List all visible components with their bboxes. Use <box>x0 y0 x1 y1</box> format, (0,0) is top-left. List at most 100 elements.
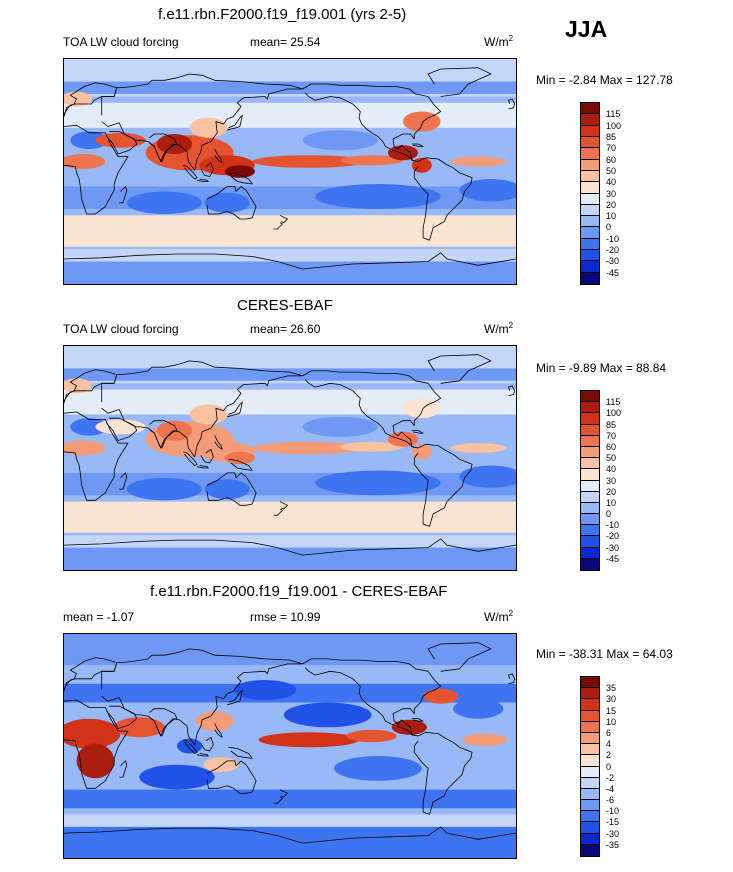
panel-1-colorbar <box>580 102 600 285</box>
colorbar-tick-label: 4 <box>606 739 612 750</box>
colorbar-tick-label: -30 <box>606 256 620 267</box>
colorbar-segment <box>581 491 599 503</box>
colorbar-segment <box>581 458 599 470</box>
coastline <box>149 420 178 449</box>
colorbar-tick-label: 115 <box>606 109 621 120</box>
coastline <box>200 162 214 177</box>
coastline <box>411 430 424 434</box>
coastlines <box>64 354 516 556</box>
coastline <box>64 124 129 215</box>
panel-2-units: W/m2 <box>484 321 514 337</box>
panel-1-left-label: TOA LW cloud forcing <box>63 35 179 49</box>
season-label: JJA <box>565 16 608 42</box>
colorbar-tick-label: 70 <box>606 430 617 441</box>
coastline <box>197 178 209 182</box>
colorbar-segment <box>581 833 599 845</box>
panel-3-minmax: Min = -38.31 Max = 64.03 <box>536 647 673 661</box>
colorbar-tick-label: 20 <box>606 199 617 210</box>
colorbar-tick-label: 40 <box>606 464 617 475</box>
coastline <box>508 98 516 110</box>
colorbar-tick-label: 20 <box>606 486 617 497</box>
colorbar-segment <box>581 525 599 537</box>
coastline <box>413 443 473 527</box>
coastline <box>273 508 283 516</box>
panel-2-title: CERES-EBAF <box>237 297 333 314</box>
colorbar-segment <box>581 204 599 217</box>
map-obs <box>64 346 516 570</box>
coastline <box>183 164 198 180</box>
colorbar-tick-label: -6 <box>606 795 615 806</box>
map-model <box>64 59 516 284</box>
map-field <box>64 346 516 570</box>
coastline <box>273 796 283 804</box>
coastline <box>64 699 129 789</box>
coastline <box>427 642 492 672</box>
colorbar-tick-label: 85 <box>606 131 617 142</box>
coastline <box>119 760 128 778</box>
colorbar-segment <box>581 435 599 447</box>
colorbar-tick-label: 0 <box>606 222 612 233</box>
colorbar-tick-label: 100 <box>606 120 622 131</box>
coastline <box>106 705 138 729</box>
coastline <box>183 739 198 754</box>
coastline <box>279 214 288 224</box>
colorbar-segment <box>581 480 599 492</box>
coastline <box>228 746 253 759</box>
colorbar-tick-label: 70 <box>606 143 617 154</box>
colorbar-tick-label: -45 <box>606 267 620 278</box>
colorbar-segment <box>581 446 599 459</box>
colorbar-tick-label: 115 <box>606 397 621 408</box>
colorbar-segment <box>581 710 599 722</box>
coastline <box>508 385 516 397</box>
map-field <box>64 634 516 858</box>
coastline <box>64 826 516 844</box>
colorbar-segment <box>581 136 599 149</box>
colorbar-tick-label: 50 <box>606 453 617 464</box>
colorbar-tick-label: 10 <box>606 716 617 727</box>
coastline <box>302 370 442 449</box>
colorbar-segment <box>581 148 599 160</box>
coastline <box>214 435 223 450</box>
coastline <box>214 723 223 738</box>
panel-3-units: W/m2 <box>484 609 514 625</box>
coastline <box>427 354 492 384</box>
coastlines <box>64 642 516 844</box>
colorbar-segment <box>581 844 599 856</box>
colorbar-tick-label: -15 <box>606 817 620 828</box>
coastline <box>413 731 473 815</box>
colorbar-segment <box>581 677 599 689</box>
panel-2-minmax: Min = -9.89 Max = 88.84 <box>536 361 667 375</box>
colorbar-segment <box>581 744 599 756</box>
colorbar-tick-label: -45 <box>606 553 620 564</box>
coastline <box>106 417 138 441</box>
colorbar-segment <box>581 469 599 481</box>
coastline <box>64 538 516 556</box>
colorbar-segment <box>581 402 599 414</box>
colorbar-segment <box>581 272 599 284</box>
coastline <box>119 472 128 490</box>
coastline <box>302 658 442 737</box>
panel-1-mean: mean= 25.54 <box>250 35 321 49</box>
colorbar-segment <box>581 114 599 126</box>
panel-3-rmse: rmse = 10.99 <box>250 610 321 624</box>
coastline <box>227 401 243 418</box>
colorbar-tick-label: -10 <box>606 806 620 817</box>
colorbar-tick-label: 50 <box>606 165 617 176</box>
colorbar-tick-label: -20 <box>606 531 620 542</box>
colorbar-tick-label: -20 <box>606 245 620 256</box>
coastline <box>149 133 178 162</box>
colorbar-segment <box>581 182 599 194</box>
colorbar-segment <box>581 216 599 228</box>
colorbar-segment <box>581 159 599 171</box>
coastline <box>106 131 138 155</box>
colorbar-tick-label: -30 <box>606 542 620 553</box>
colorbar-tick-label: 40 <box>606 177 617 188</box>
coastline <box>214 148 223 164</box>
colorbar-tick-label: 100 <box>606 408 622 419</box>
coastline <box>302 83 442 162</box>
panel-2-colorbar <box>580 390 600 571</box>
coastline <box>273 222 283 230</box>
colorbar-segment <box>581 688 599 700</box>
coastline <box>411 143 424 147</box>
colorbar-tick-label: 60 <box>606 441 617 452</box>
